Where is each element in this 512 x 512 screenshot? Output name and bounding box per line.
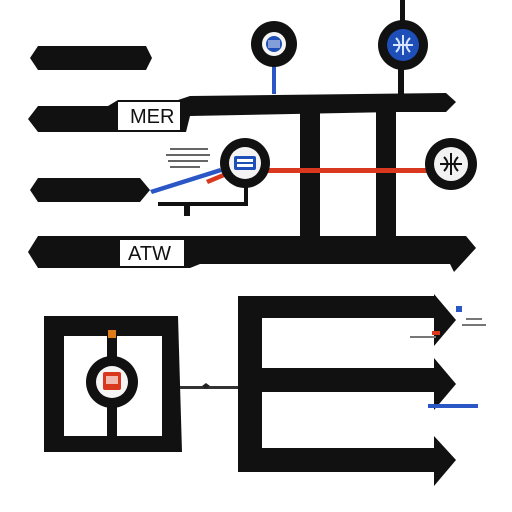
connector-diamond — [202, 383, 210, 389]
horizontal-connector — [180, 386, 238, 389]
red-line — [266, 168, 428, 173]
right-e-frame — [238, 294, 456, 486]
lock-node[interactable] — [251, 21, 297, 67]
atw-label-panel — [120, 240, 184, 266]
atw-label: ATW — [128, 243, 171, 265]
globe-node-right-icon — [440, 153, 462, 175]
mer-label: MER — [130, 106, 174, 128]
frame-left-post — [300, 110, 320, 238]
globe-node-right[interactable] — [425, 138, 477, 190]
globe-node-top[interactable] — [378, 20, 428, 70]
blue-marker-small — [456, 306, 462, 312]
display-node[interactable] — [86, 328, 138, 442]
blue-marker-bar — [428, 404, 478, 408]
middle-left-bar — [30, 178, 150, 202]
mer-label-panel — [118, 102, 180, 130]
frame-right-post — [376, 110, 396, 238]
atw-bar — [28, 236, 476, 272]
server-node[interactable] — [220, 138, 270, 188]
top-right-connector — [400, 0, 405, 24]
red-marker — [432, 331, 440, 335]
globe-top-connector — [398, 66, 404, 96]
globe-node-icon — [393, 35, 413, 55]
lock-node-icon — [266, 36, 282, 52]
blue-line — [150, 168, 222, 194]
blue-top-connector — [272, 62, 276, 94]
server-node-icon — [234, 156, 256, 170]
top-left-bar — [30, 46, 152, 70]
small-text-cluster — [166, 148, 210, 168]
tiny-text-right — [410, 318, 486, 338]
left-square-frame — [44, 316, 182, 452]
